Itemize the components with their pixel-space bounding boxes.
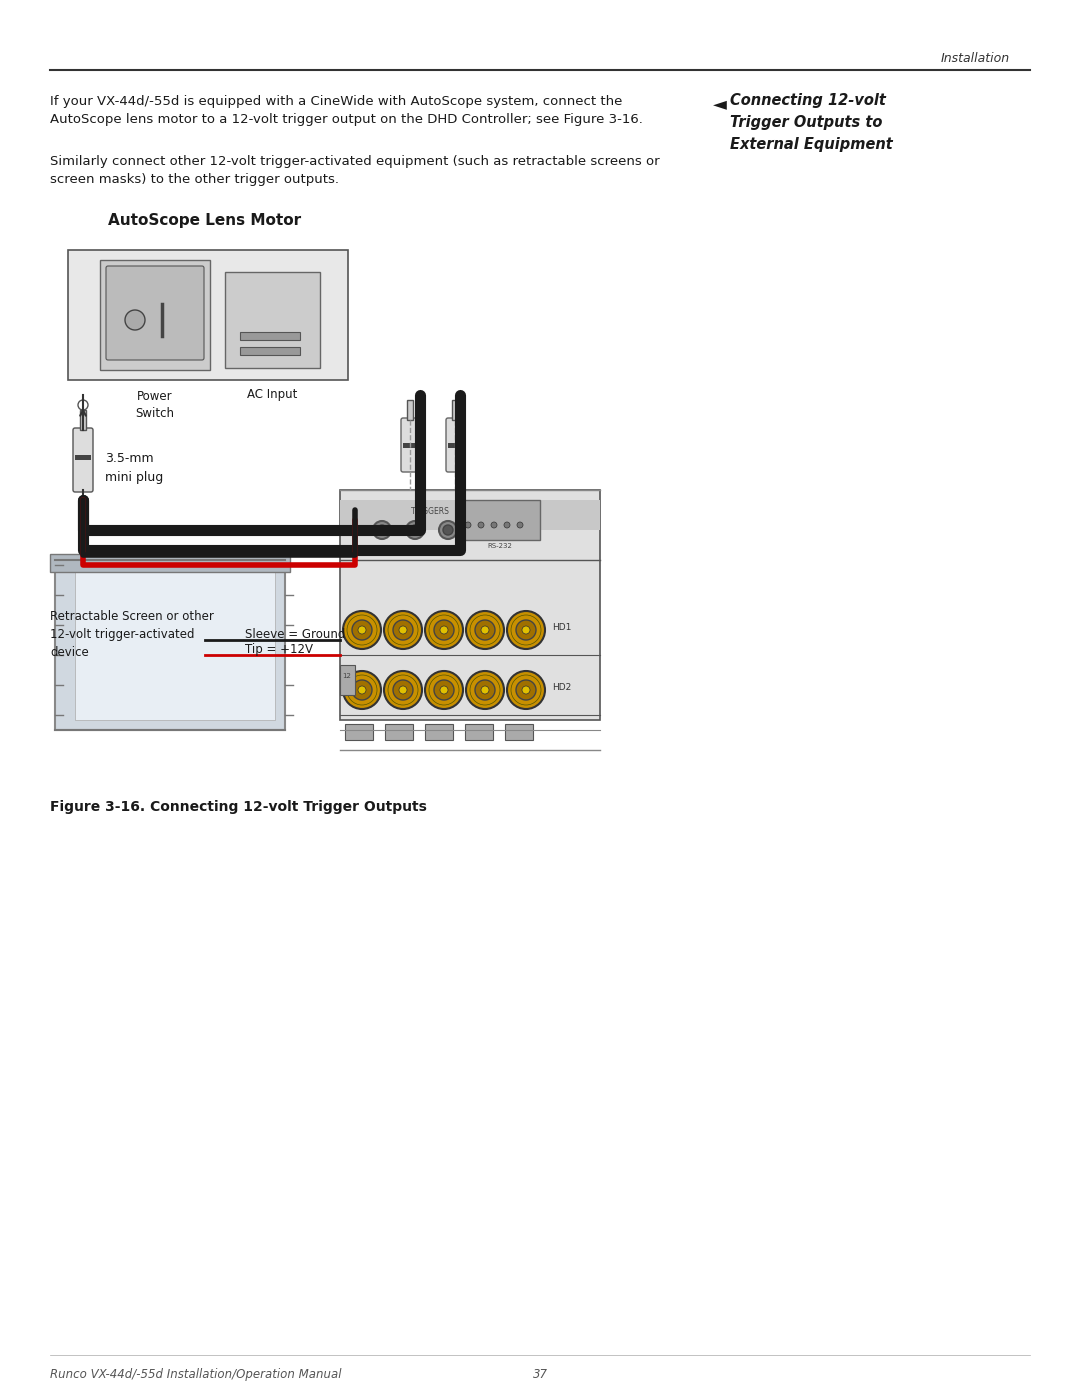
Circle shape	[343, 671, 381, 710]
FancyBboxPatch shape	[68, 250, 348, 380]
Text: Sleeve = Ground: Sleeve = Ground	[245, 629, 346, 641]
Bar	[407, 400, 413, 420]
Circle shape	[491, 522, 497, 528]
Bar	[426, 724, 453, 740]
Text: 12: 12	[342, 673, 351, 679]
Circle shape	[516, 620, 536, 640]
Circle shape	[465, 671, 504, 710]
Text: Tip = +12V: Tip = +12V	[245, 643, 313, 657]
Bar	[448, 443, 462, 448]
Bar	[50, 555, 291, 571]
Bar	[80, 409, 86, 430]
Text: If your VX-44d/-55d is equipped with a CineWide with AutoScope system, connect t: If your VX-44d/-55d is equipped with a C…	[50, 95, 643, 126]
Circle shape	[434, 620, 454, 640]
Circle shape	[426, 671, 463, 710]
Circle shape	[522, 686, 530, 694]
Circle shape	[478, 522, 484, 528]
Circle shape	[522, 626, 530, 634]
Circle shape	[410, 525, 420, 535]
Circle shape	[352, 680, 372, 700]
Text: 3.5-mm
mini plug: 3.5-mm mini plug	[105, 453, 163, 483]
Circle shape	[465, 610, 504, 650]
FancyBboxPatch shape	[73, 427, 93, 492]
Bar	[453, 400, 458, 420]
Circle shape	[393, 680, 413, 700]
Text: AutoScope Lens Motor: AutoScope Lens Motor	[108, 212, 301, 228]
Circle shape	[443, 525, 453, 535]
Bar	[340, 490, 600, 719]
Circle shape	[393, 620, 413, 640]
Circle shape	[481, 626, 489, 634]
Bar	[340, 500, 600, 529]
Circle shape	[384, 610, 422, 650]
Circle shape	[517, 522, 523, 528]
Text: AC Input: AC Input	[247, 388, 297, 401]
Circle shape	[440, 626, 448, 634]
Bar	[345, 724, 373, 740]
Text: ◄: ◄	[713, 95, 727, 113]
Text: RS-232: RS-232	[487, 543, 512, 549]
Circle shape	[426, 610, 463, 650]
Text: Similarly connect other 12-volt trigger-activated equipment (such as retractable: Similarly connect other 12-volt trigger-…	[50, 155, 660, 186]
Circle shape	[438, 521, 457, 539]
Bar	[465, 724, 492, 740]
Circle shape	[507, 610, 545, 650]
Circle shape	[373, 521, 391, 539]
Text: Connecting 12-volt
Trigger Outputs to
External Equipment: Connecting 12-volt Trigger Outputs to Ex…	[730, 94, 893, 152]
Text: Installation: Installation	[941, 52, 1010, 66]
Circle shape	[434, 680, 454, 700]
Bar	[340, 665, 355, 694]
Circle shape	[343, 610, 381, 650]
Circle shape	[78, 400, 87, 409]
Circle shape	[357, 626, 366, 634]
Circle shape	[481, 686, 489, 694]
Circle shape	[475, 680, 495, 700]
Circle shape	[475, 620, 495, 640]
FancyBboxPatch shape	[240, 332, 300, 339]
FancyBboxPatch shape	[100, 260, 210, 370]
Circle shape	[504, 522, 510, 528]
Text: Figure 3-16. Connecting 12-volt Trigger Outputs: Figure 3-16. Connecting 12-volt Trigger …	[50, 800, 427, 814]
Text: Runco VX-44d/-55d Installation/Operation Manual: Runco VX-44d/-55d Installation/Operation…	[50, 1368, 341, 1382]
Text: 37: 37	[532, 1368, 548, 1382]
Bar	[460, 500, 540, 541]
FancyBboxPatch shape	[225, 272, 320, 367]
FancyBboxPatch shape	[446, 418, 464, 472]
Bar	[384, 724, 413, 740]
Text: Power
Switch: Power Switch	[135, 390, 175, 420]
Circle shape	[377, 525, 387, 535]
Text: HD2: HD2	[552, 683, 571, 692]
Circle shape	[507, 671, 545, 710]
FancyBboxPatch shape	[401, 418, 419, 472]
Circle shape	[125, 310, 145, 330]
Circle shape	[516, 680, 536, 700]
Circle shape	[440, 686, 448, 694]
Bar	[505, 724, 534, 740]
Text: Retractable Screen or other
12-volt trigger-activated
device: Retractable Screen or other 12-volt trig…	[50, 610, 214, 659]
Circle shape	[399, 686, 407, 694]
Bar	[75, 564, 275, 719]
Text: HD1: HD1	[552, 623, 571, 631]
Circle shape	[465, 522, 471, 528]
Circle shape	[406, 521, 424, 539]
Bar	[403, 443, 417, 448]
Circle shape	[352, 620, 372, 640]
Bar	[75, 455, 91, 460]
Circle shape	[357, 686, 366, 694]
Circle shape	[399, 626, 407, 634]
Circle shape	[384, 671, 422, 710]
FancyBboxPatch shape	[240, 346, 300, 355]
FancyBboxPatch shape	[106, 265, 204, 360]
FancyBboxPatch shape	[55, 560, 285, 731]
Text: TRIGGERS: TRIGGERS	[410, 507, 449, 515]
